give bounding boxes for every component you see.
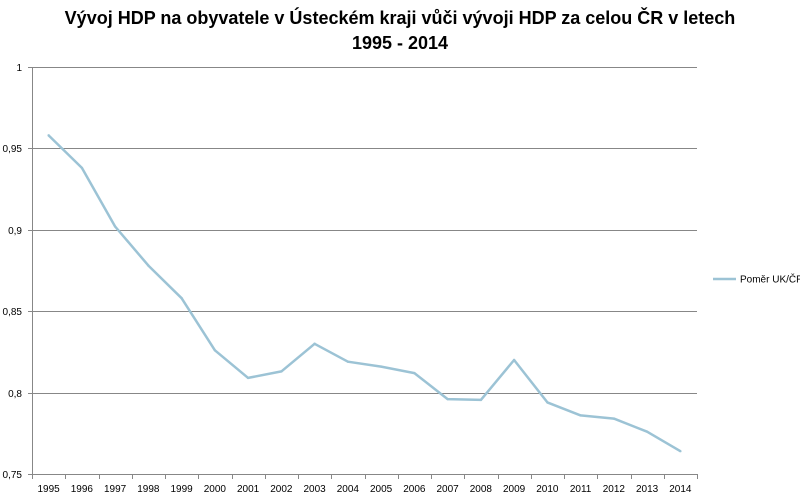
data-point bbox=[579, 414, 582, 417]
chart-title: Vývoj HDP na obyvatele v Ústeckém kraji … bbox=[0, 6, 800, 56]
y-tick-label: 0,95 bbox=[3, 144, 23, 155]
x-tick-label: 1998 bbox=[137, 484, 160, 495]
x-tick-label: 2005 bbox=[370, 484, 393, 495]
x-tick-label: 1997 bbox=[104, 484, 127, 495]
gridlines bbox=[32, 67, 697, 394]
chart-title-line-1: Vývoj HDP na obyvatele v Ústeckém kraji … bbox=[64, 8, 736, 28]
data-point bbox=[313, 342, 316, 345]
axes bbox=[32, 67, 697, 478]
series-line bbox=[47, 134, 682, 453]
y-tick-label: 0,8 bbox=[8, 389, 22, 400]
data-point bbox=[147, 264, 150, 267]
data-point bbox=[246, 376, 250, 380]
chart-title-line-2: 1995 - 2014 bbox=[351, 33, 449, 53]
x-tick-label: 2013 bbox=[636, 484, 659, 495]
x-tick-label: 2011 bbox=[570, 484, 592, 495]
data-point bbox=[612, 417, 616, 420]
x-axis-ticks: 1995 1996 1997 1998 1999 2000 2001 2002 2003 2004… bbox=[32, 474, 698, 495]
data-point bbox=[113, 225, 117, 228]
data-point bbox=[346, 360, 350, 363]
x-tick-label: 2000 bbox=[204, 484, 227, 495]
x-tick-label: 2008 bbox=[470, 484, 493, 495]
y-tick-label: 0,75 bbox=[3, 470, 23, 481]
data-point bbox=[413, 371, 416, 375]
data-point bbox=[47, 134, 50, 137]
data-point bbox=[446, 397, 449, 401]
legend: Poměr UK/ČR bbox=[713, 273, 800, 286]
data-point bbox=[180, 296, 183, 300]
data-point bbox=[679, 450, 682, 453]
x-tick-label: 2012 bbox=[603, 484, 626, 495]
x-tick-label: 2001 bbox=[237, 484, 260, 495]
data-point bbox=[80, 166, 84, 170]
data-point bbox=[512, 358, 516, 362]
data-point bbox=[645, 430, 649, 433]
y-tick-label: 1 bbox=[16, 63, 22, 74]
x-tick-label: 2004 bbox=[337, 484, 360, 495]
legend-label: Poměr UK/ČR bbox=[740, 273, 800, 286]
x-tick-label: 2009 bbox=[503, 484, 526, 495]
x-tick-label: 2006 bbox=[403, 484, 426, 495]
x-tick-label: 1999 bbox=[171, 484, 194, 495]
x-tick-label: 2002 bbox=[270, 484, 293, 495]
x-tick-label: 1996 bbox=[71, 484, 94, 495]
data-point bbox=[479, 398, 483, 402]
data-point bbox=[213, 349, 217, 352]
x-tick-label: 2003 bbox=[304, 484, 327, 495]
x-tick-label: 2007 bbox=[437, 484, 460, 495]
x-tick-label: 2010 bbox=[536, 484, 559, 495]
y-tick-label: 0,85 bbox=[3, 307, 23, 318]
x-tick-label: 1995 bbox=[38, 484, 61, 495]
data-point bbox=[379, 365, 383, 368]
data-point bbox=[280, 370, 283, 373]
y-tick-label: 0,9 bbox=[8, 226, 22, 237]
x-tick-label: 2014 bbox=[669, 484, 692, 495]
series-lines bbox=[47, 134, 682, 453]
y-axis-ticks: 0,75 0,8 0,85 0,9 0,95 1 bbox=[3, 63, 32, 481]
data-point bbox=[546, 401, 549, 404]
